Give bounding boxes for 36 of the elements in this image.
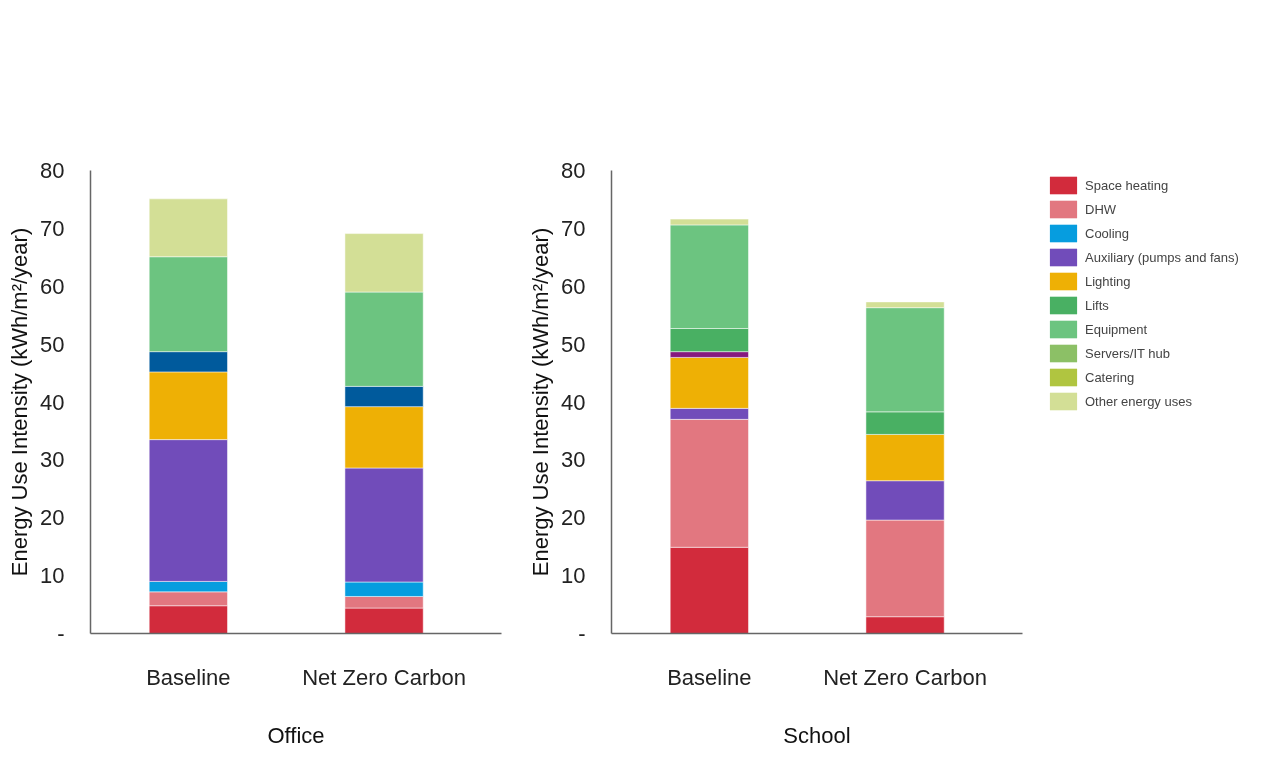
legend-label: Space heating <box>1085 176 1169 195</box>
x-tick-label: Net Zero Carbon <box>823 664 988 690</box>
legend-label: Catering <box>1085 368 1135 387</box>
y-tick-label: 40 <box>561 389 586 415</box>
y-tick-label: 80 <box>40 158 65 183</box>
y-tick-label: 50 <box>561 331 586 357</box>
legend-label: Auxiliary (pumps and fans) <box>1085 248 1239 267</box>
y-tick-label: 80 <box>561 158 586 183</box>
y-tick-label: 20 <box>561 505 586 531</box>
y-tick-label: 70 <box>561 215 586 241</box>
y-tick-label: 20 <box>40 505 65 531</box>
y-tick-label: - <box>57 621 65 646</box>
legend-label: DHW <box>1085 200 1117 219</box>
y-tick-label: 40 <box>40 389 65 415</box>
x-tick-label: Baseline <box>146 664 231 690</box>
y-tick-label: 10 <box>40 563 65 589</box>
y-tick-label: 70 <box>40 215 65 241</box>
y-axis-title: Energy Use Intensity (kWh/m²/year) <box>528 227 554 577</box>
x-axis-title: Office <box>267 722 325 748</box>
x-tick-label: Baseline <box>667 664 752 690</box>
y-axis-title: Energy Use Intensity (kWh/m²/year) <box>7 227 33 577</box>
legend-label: Lifts <box>1085 296 1109 315</box>
x-tick-label: Net Zero Carbon <box>302 664 467 690</box>
y-tick-label: 50 <box>40 331 65 357</box>
y-tick-label: 30 <box>561 447 586 473</box>
legend-label: Cooling <box>1085 224 1130 243</box>
y-tick-label: 10 <box>561 563 586 589</box>
y-tick-label: - <box>578 621 586 646</box>
legend-label: Equipment <box>1085 320 1148 339</box>
x-axis-title: School <box>783 722 851 748</box>
y-tick-label: 60 <box>40 273 65 299</box>
y-tick-label: 60 <box>561 273 586 299</box>
legend-label: Servers/IT hub <box>1085 344 1171 363</box>
legend-label: Other energy uses <box>1085 392 1192 411</box>
legend-label: Lighting <box>1085 272 1131 291</box>
y-tick-label: 30 <box>40 447 65 473</box>
